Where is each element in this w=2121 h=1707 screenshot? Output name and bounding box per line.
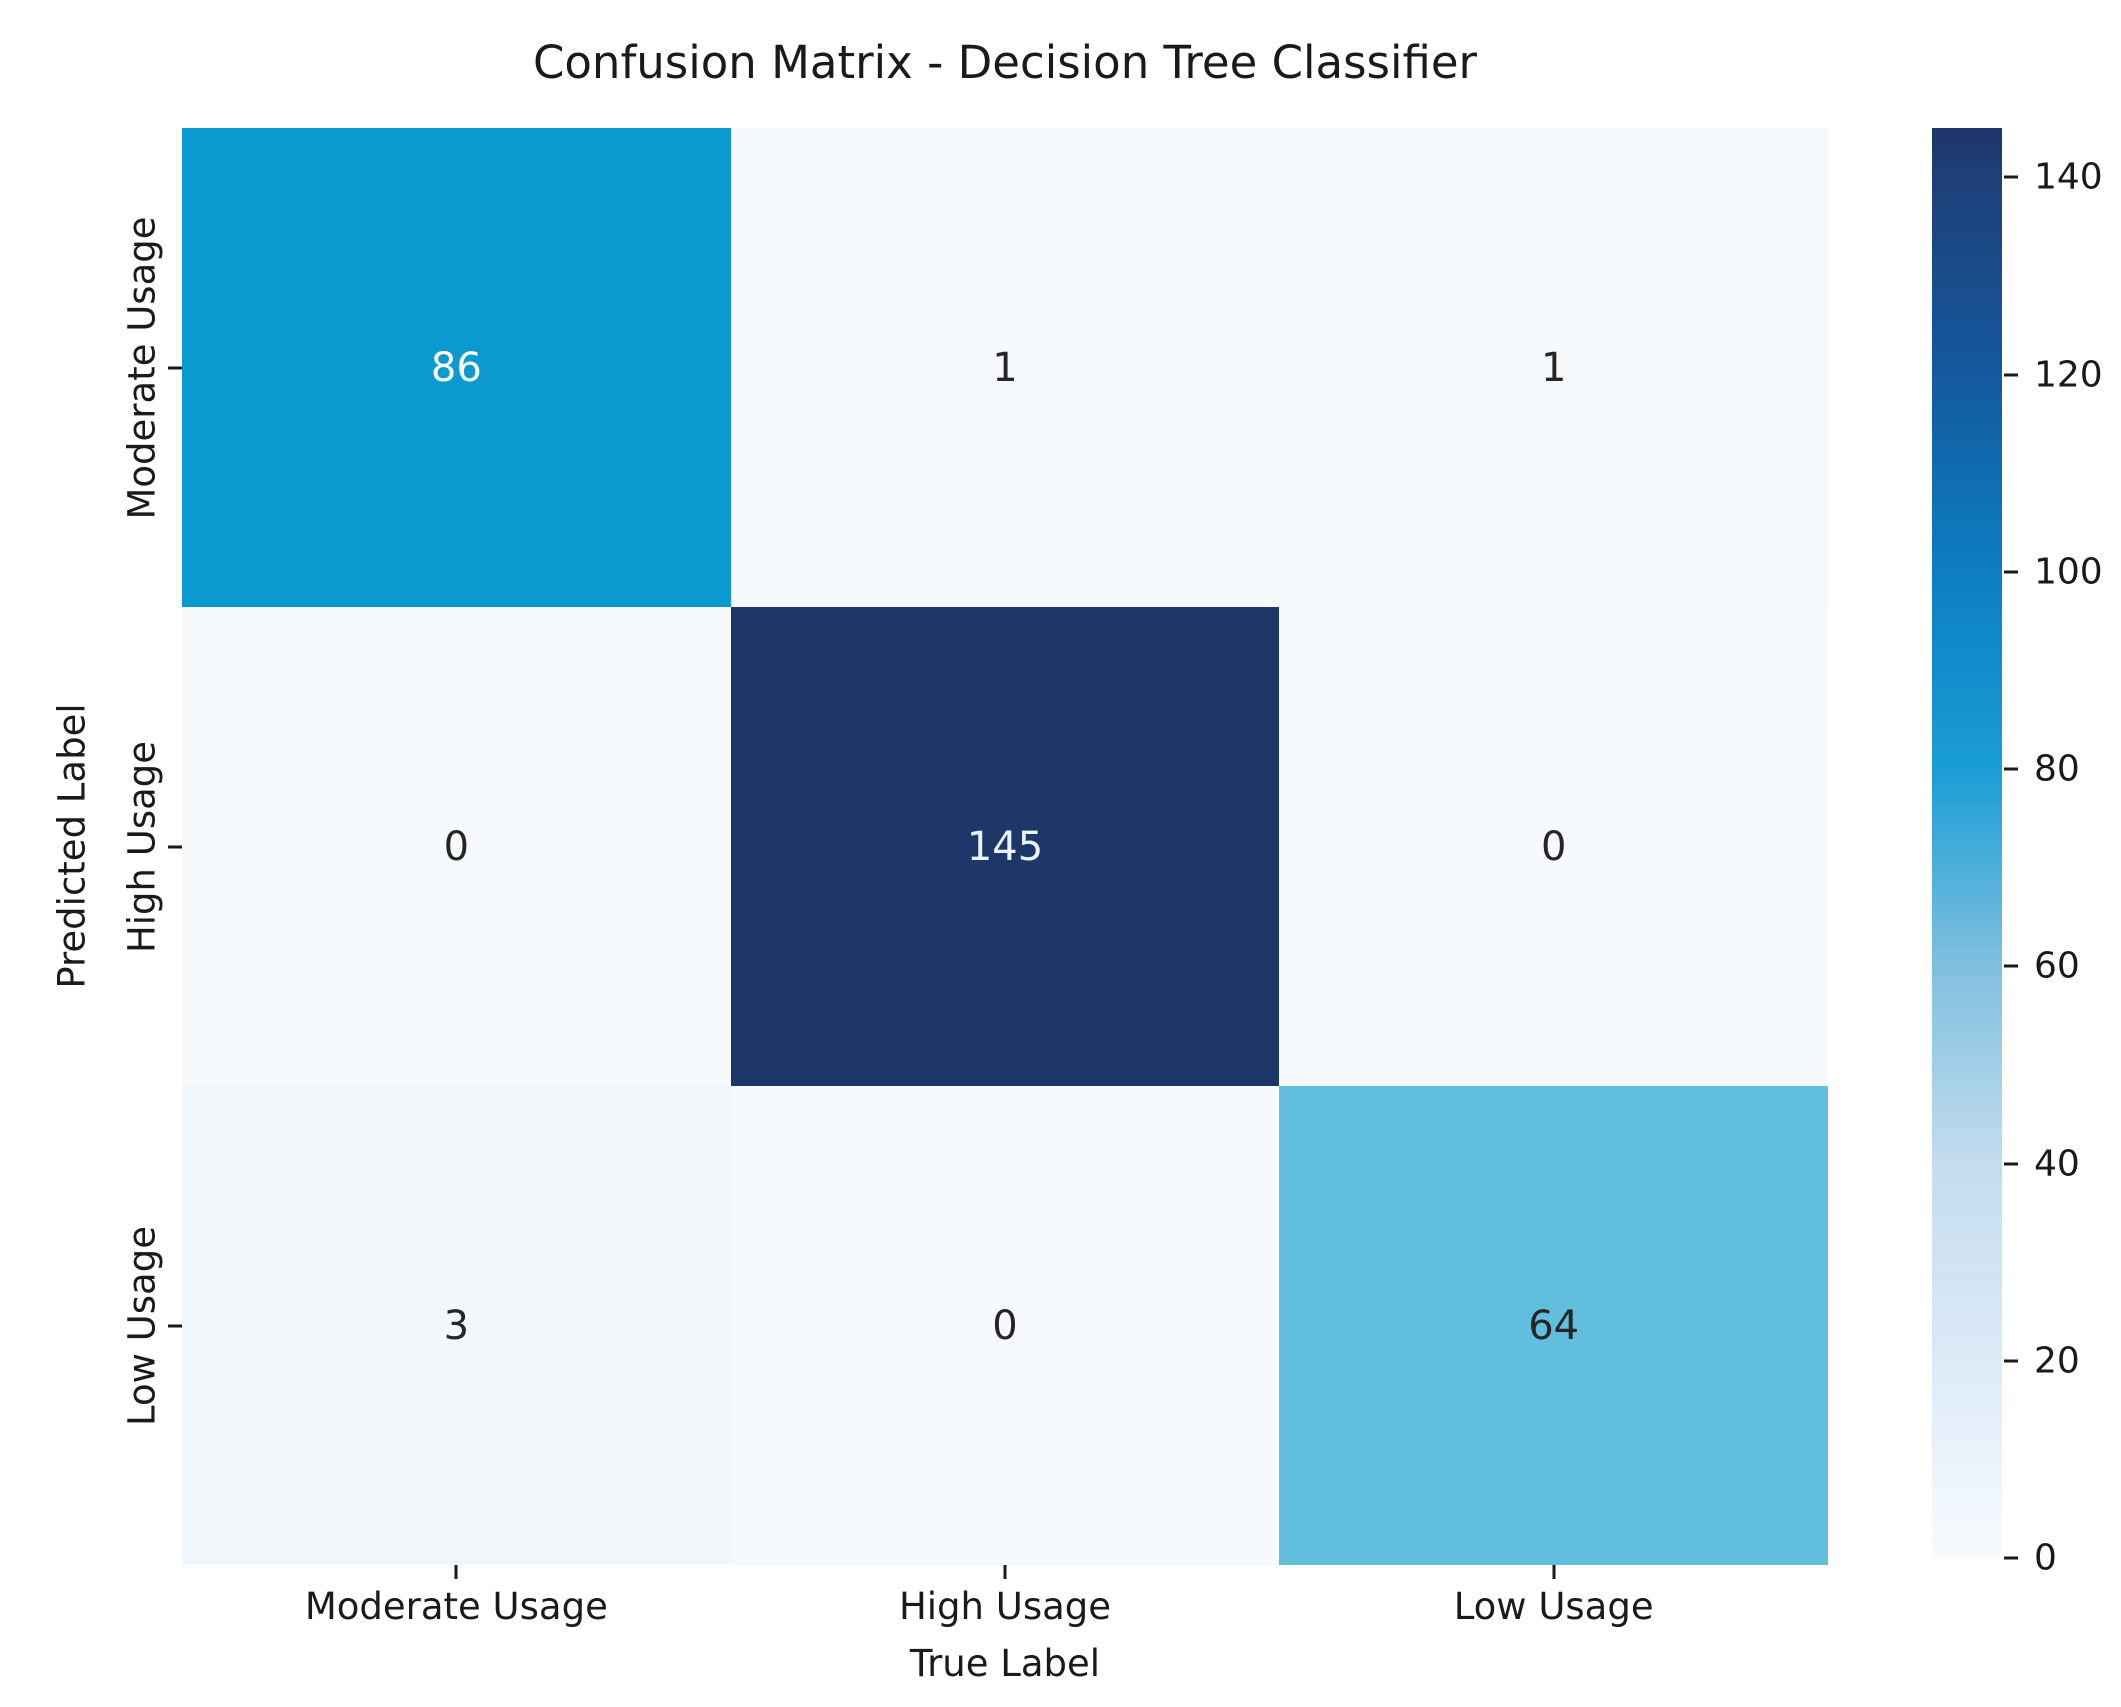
colorbar-tick-mark [2004,1556,2018,1560]
heatmap-cell: 0 [1279,607,1828,1086]
colorbar-tick-mark [2004,1162,2018,1166]
colorbar-tick-label: 60 [2034,945,2080,987]
x-axis-label: True Label [909,1642,1101,1685]
cell-value: 64 [1528,1302,1580,1349]
x-tick-mark [1552,1565,1556,1579]
x-tick-mark [454,1565,458,1579]
colorbar-tick-mark [2004,767,2018,771]
colorbar-tick-label: 80 [2034,748,2080,790]
colorbar-tick-label: 0 [2034,1537,2057,1579]
y-tick-mark [168,366,182,369]
colorbar-tick-mark [2004,373,2018,377]
cell-value: 0 [992,1302,1018,1349]
y-tick-mark [168,845,182,848]
heatmap-cell: 1 [730,128,1280,607]
x-tick-label: High Usage [898,1585,1112,1628]
colorbar-tick-mark [2004,570,2018,574]
colorbar-tick-label: 100 [2034,551,2103,593]
colorbar-tick-label: 120 [2034,354,2103,396]
heatmap-cell: 0 [730,1086,1280,1565]
colorbar-tick-label: 40 [2034,1143,2080,1185]
y-tick-mark [168,1324,182,1327]
chart-title: Confusion Matrix - Decision Tree Classif… [532,36,1478,89]
heatmap-cell: 64 [1279,1086,1828,1565]
colorbar-tick-mark [2004,175,2018,179]
x-tick-label: Low Usage [1453,1585,1654,1628]
cell-value: 3 [443,1302,470,1349]
y-tick-label: Moderate Usage [120,215,164,520]
cell-value: 145 [966,823,1044,870]
colorbar [1932,128,2002,1558]
colorbar-tick-mark [2004,1359,2018,1363]
cell-value: 1 [992,344,1018,391]
heatmap-cell: 145 [730,607,1280,1086]
heatmap-grid: 86 1 1 0 145 0 3 0 64 [182,128,1828,1565]
colorbar-tick-label: 20 [2034,1340,2080,1382]
x-tick-mark [1003,1565,1007,1579]
heatmap-cell: 86 [182,128,731,607]
heatmap-cell: 3 [182,1086,731,1565]
y-axis-label: Predicted Label [50,703,94,989]
heatmap-cell: 0 [182,607,731,1086]
cell-value: 0 [1540,823,1567,870]
cell-value: 1 [1540,344,1567,391]
cell-value: 86 [430,344,482,391]
y-tick-label: High Usage [120,740,164,953]
y-tick-label: Low Usage [120,1225,164,1426]
x-tick-label: Moderate Usage [304,1585,608,1628]
cell-value: 0 [443,823,470,870]
colorbar-tick-mark [2004,964,2018,968]
heatmap-cell: 1 [1279,128,1828,607]
colorbar-tick-label: 140 [2034,156,2103,198]
